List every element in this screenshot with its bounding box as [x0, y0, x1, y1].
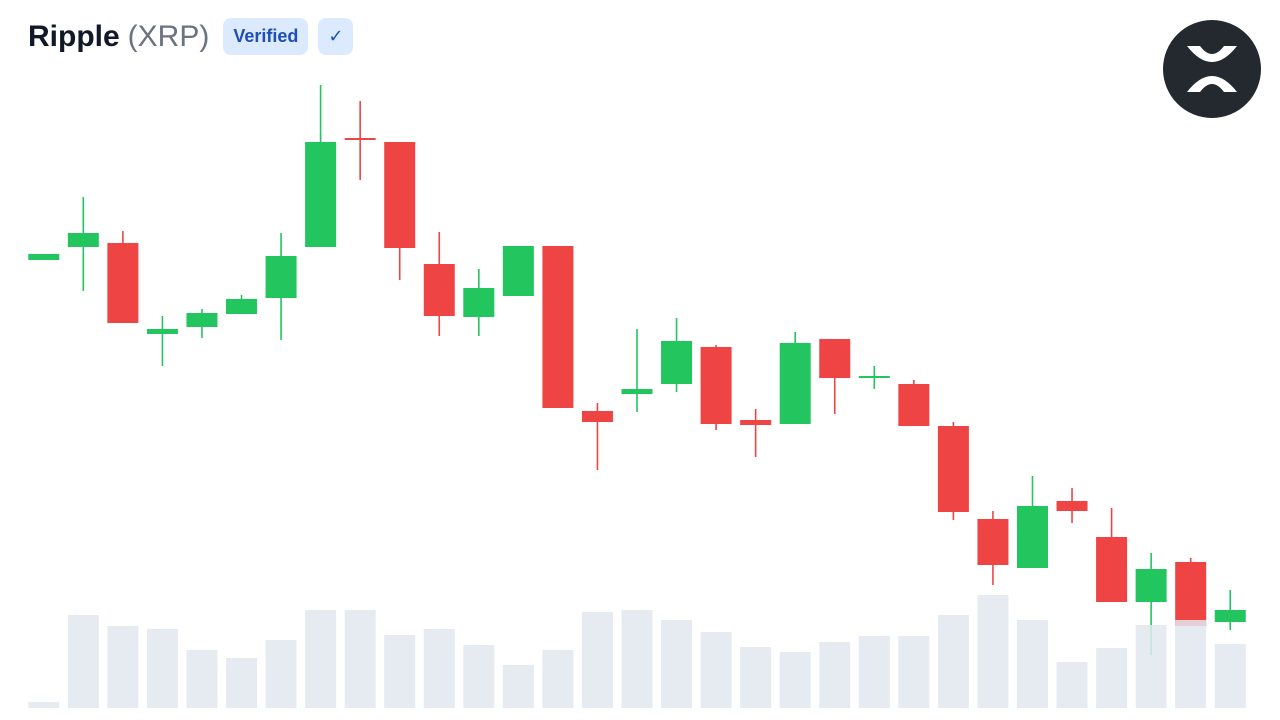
- volume-bar: [542, 650, 574, 708]
- volume-bar: [344, 610, 376, 708]
- volume-bar: [1214, 644, 1246, 708]
- candle-body: [305, 142, 337, 247]
- volume-bar: [977, 595, 1009, 708]
- candle-body: [107, 243, 139, 323]
- volume-bar: [1135, 625, 1167, 708]
- candle-body: [858, 376, 890, 378]
- xrp-logo: [1163, 20, 1261, 118]
- candle-body: [463, 288, 495, 317]
- candle-body: [700, 347, 732, 424]
- volume-bar: [1175, 620, 1207, 708]
- candle-body: [1096, 537, 1128, 602]
- candle-body: [1135, 569, 1167, 602]
- volume-bar: [384, 635, 416, 708]
- candle-body: [226, 299, 258, 314]
- candle-body: [661, 341, 693, 384]
- candle-body: [779, 343, 811, 424]
- candle-body: [384, 142, 416, 248]
- candle-body: [819, 339, 851, 378]
- volume-bar: [1096, 648, 1128, 708]
- candle-body: [977, 519, 1009, 565]
- candle-body: [1056, 501, 1088, 511]
- candle-body: [423, 264, 455, 316]
- coin-ticker: (XRP): [127, 19, 210, 53]
- candle-body: [621, 389, 653, 394]
- candle-body: [67, 233, 99, 247]
- candle-body: [1016, 506, 1048, 568]
- volume-bar: [463, 645, 495, 708]
- volume-bar: [937, 615, 969, 708]
- volume-bar: [858, 636, 890, 708]
- candle-body: [344, 138, 376, 140]
- volume-bar: [1016, 620, 1048, 708]
- verified-badge[interactable]: Verified: [223, 18, 309, 55]
- volume-bar: [423, 629, 455, 708]
- volume-bar: [265, 640, 297, 708]
- candle-body: [502, 246, 534, 296]
- candle-body: [898, 384, 930, 426]
- volume-bar: [898, 636, 930, 708]
- volume-bar: [67, 615, 99, 708]
- volume-bar: [779, 652, 811, 708]
- header: Ripple (XRP) Verified ✓: [28, 18, 354, 55]
- candle-body: [740, 420, 772, 425]
- coin-name: Ripple: [28, 19, 120, 53]
- volume-bar: [621, 610, 653, 708]
- candle-body: [146, 329, 178, 334]
- candle-body: [581, 411, 613, 422]
- volume-bar: [581, 612, 613, 708]
- volume-bar: [226, 658, 258, 708]
- candle-body: [542, 246, 574, 408]
- candle-body: [186, 313, 218, 327]
- candle-body: [1175, 562, 1207, 626]
- volume-bar: [186, 650, 218, 708]
- candle-body: [1214, 610, 1246, 622]
- candle-body: [28, 254, 60, 260]
- candle-body: [265, 256, 297, 298]
- volume-bar: [700, 632, 732, 708]
- volume-bar: [740, 647, 772, 708]
- volume-bar: [502, 665, 534, 708]
- candle-body: [937, 426, 969, 512]
- volume-bar: [28, 702, 60, 708]
- check-badge[interactable]: ✓: [318, 18, 354, 55]
- volume-bar: [661, 620, 693, 708]
- volume-bar: [107, 626, 139, 708]
- volume-bar: [819, 642, 851, 708]
- volume-bar: [305, 610, 337, 708]
- volume-bar: [1056, 662, 1088, 708]
- volume-bar: [146, 629, 178, 708]
